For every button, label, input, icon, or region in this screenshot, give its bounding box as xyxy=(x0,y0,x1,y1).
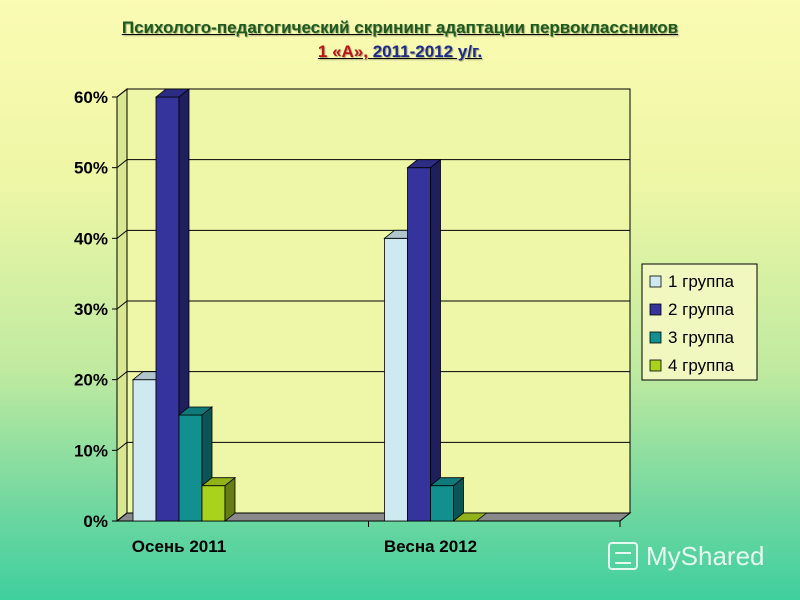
gridline-side xyxy=(116,300,128,310)
watermark: MyShared xyxy=(608,536,788,576)
title-line-2: 1 «А», 2011-2012 у/г. xyxy=(0,40,800,64)
gridline-side xyxy=(116,88,128,98)
bar-side xyxy=(224,476,236,522)
bar xyxy=(132,379,157,522)
legend-label: 1 группа xyxy=(668,272,735,291)
chart-title: Психолого-педагогический скрининг адапта… xyxy=(0,16,800,64)
bar xyxy=(201,485,226,522)
legend-swatch xyxy=(649,331,662,344)
gridline-side xyxy=(116,159,128,169)
gridline-side xyxy=(116,512,128,522)
gridline-side xyxy=(116,441,128,451)
legend-label: 3 группа xyxy=(668,328,735,347)
y-tick-label: 30% xyxy=(74,300,108,319)
presentation-icon xyxy=(608,542,638,570)
gridline-side xyxy=(116,229,128,239)
x-tick-label: Осень 2011 xyxy=(132,537,226,556)
legend-swatch xyxy=(649,359,662,372)
gridline-side xyxy=(116,371,128,381)
legend-swatch xyxy=(649,303,662,316)
bar xyxy=(178,414,203,522)
legend-label: 4 группа xyxy=(668,356,735,375)
bar-top xyxy=(452,512,488,522)
bar xyxy=(155,96,180,522)
y-tick-label: 40% xyxy=(74,229,108,248)
bar xyxy=(407,167,431,522)
bar-side xyxy=(430,158,441,522)
bar xyxy=(430,485,454,522)
bar xyxy=(384,237,408,522)
x-tick-label: Весна 2012 xyxy=(384,537,477,556)
title-class-label: 1 «А», xyxy=(317,42,368,61)
y-tick-label: 60% xyxy=(74,88,108,107)
legend-swatch xyxy=(649,275,662,288)
y-tick-label: 10% xyxy=(74,441,108,460)
title-line-1: Психолого-педагогический скрининг адапта… xyxy=(121,18,679,37)
legend-label: 2 группа xyxy=(668,300,735,319)
y-tick-label: 0% xyxy=(83,512,108,531)
watermark-text: MyShared xyxy=(646,540,765,571)
title-year-label: 2011-2012 у/г. xyxy=(372,42,483,61)
y-tick-label: 50% xyxy=(74,159,108,178)
y-tick-label: 20% xyxy=(74,371,108,390)
